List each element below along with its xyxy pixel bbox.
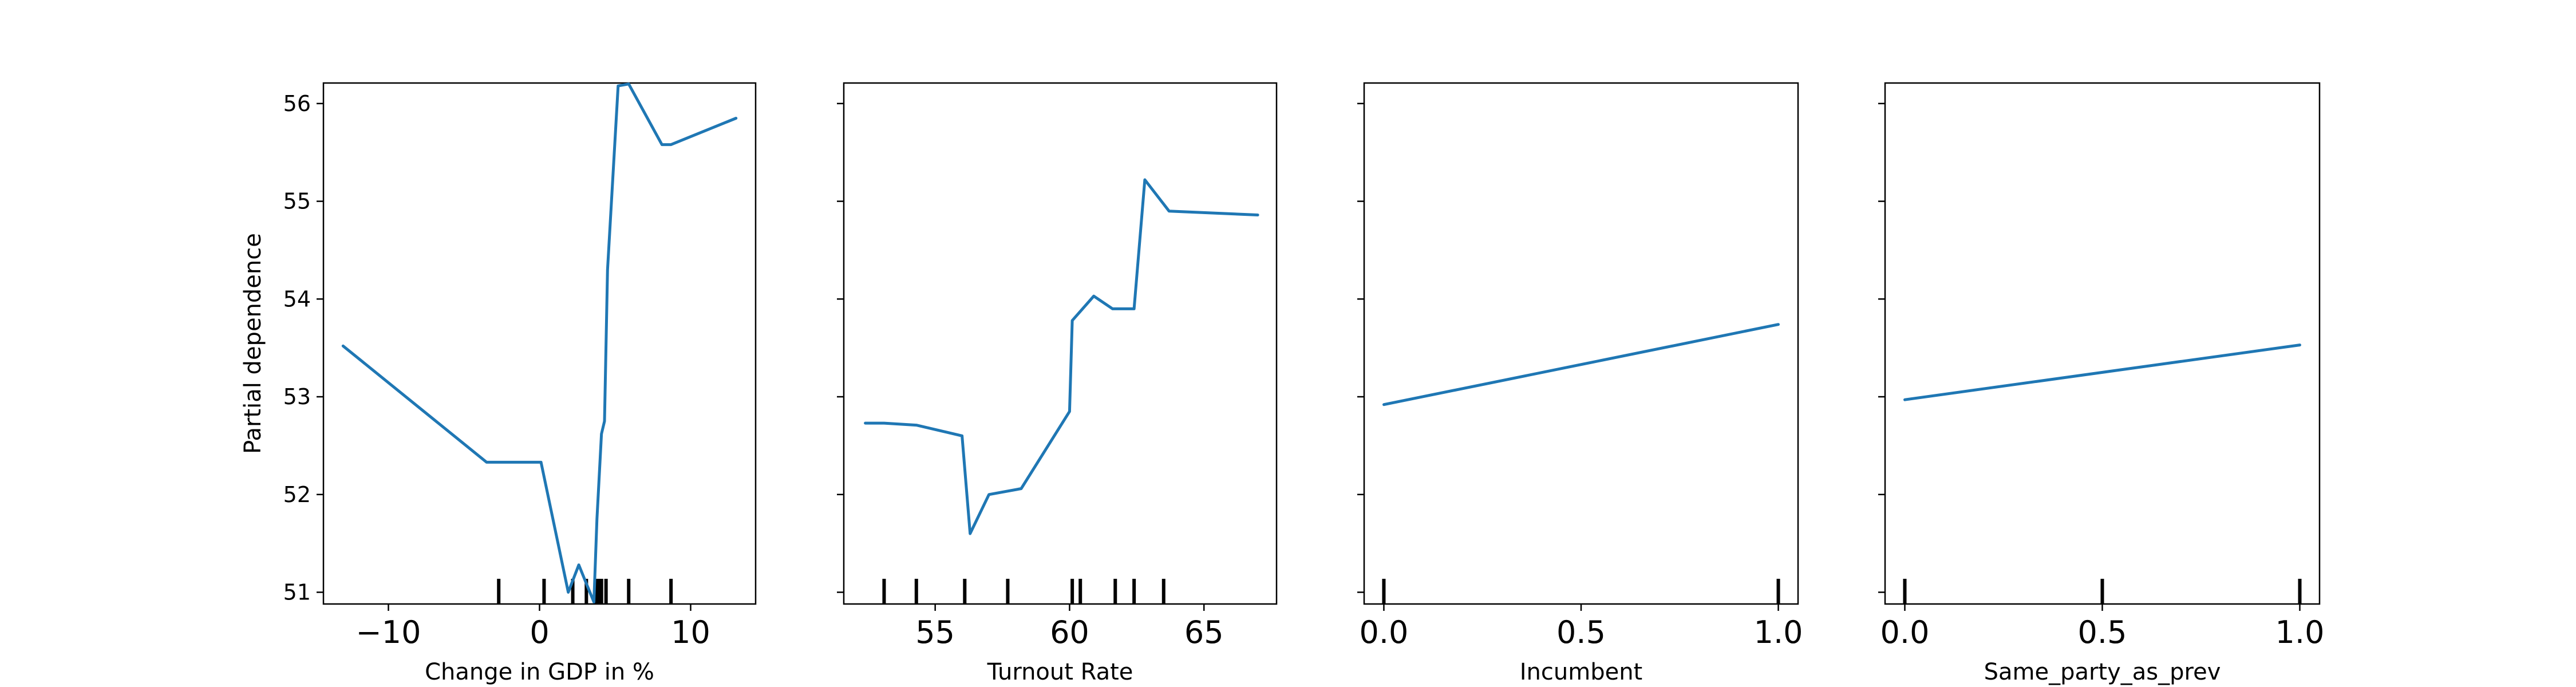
x-tick-label: 1.0: [1754, 614, 1803, 650]
x-tick-label: 65: [1184, 614, 1224, 650]
y-tick-label: 52: [283, 482, 311, 507]
panel-2: 55 60 65 Turnout Rate: [837, 82, 1278, 685]
panel-4: 0.0 0.5 1.0 Same_party_as_prev: [1878, 82, 2325, 685]
y-axis-label: Partial dependence: [240, 233, 266, 454]
pd-line-panel-3: [1382, 323, 1780, 406]
y-tick-label: 54: [283, 286, 311, 311]
x-tick-label: 0.0: [1360, 614, 1409, 650]
panels-layer: 51 52 53 54 55 56 −10 0 10 Change in GDP in % 55 60…: [283, 82, 2325, 685]
x-tick-label: 0.5: [1556, 614, 1606, 650]
x-tick-label: 0.0: [1880, 614, 1930, 650]
panel-2-frame: [843, 82, 1278, 605]
x-tick-label: −10: [356, 614, 421, 650]
pd-line-panel-4: [1903, 344, 2301, 401]
x-tick-label: 0.5: [2078, 614, 2127, 650]
x-tick-label: 10: [671, 614, 710, 650]
x-axis-label: Change in GDP in %: [425, 659, 654, 685]
x-tick-label: 55: [915, 614, 955, 650]
x-axis-label: Turnout Rate: [987, 659, 1133, 685]
panel-1: 51 52 53 54 55 56 −10 0 10 Change in GDP in %: [283, 82, 757, 685]
y-tick-label: 55: [283, 189, 311, 214]
x-tick-label: 0: [530, 614, 549, 650]
x-axis-label: Same_party_as_prev: [1984, 659, 2221, 685]
x-tick-label: 60: [1050, 614, 1089, 650]
x-axis-label: Incumbent: [1520, 659, 1643, 685]
pd-line-panel-1: [341, 82, 738, 604]
panel-3: 0.0 0.5 1.0 Incumbent: [1357, 82, 1803, 685]
y-tick-label: 56: [283, 91, 311, 116]
pd-line-panel-2: [864, 178, 1259, 535]
y-tick-label: 53: [283, 384, 311, 409]
x-tick-label: 1.0: [2275, 614, 2325, 650]
y-tick-label: 51: [283, 580, 311, 605]
